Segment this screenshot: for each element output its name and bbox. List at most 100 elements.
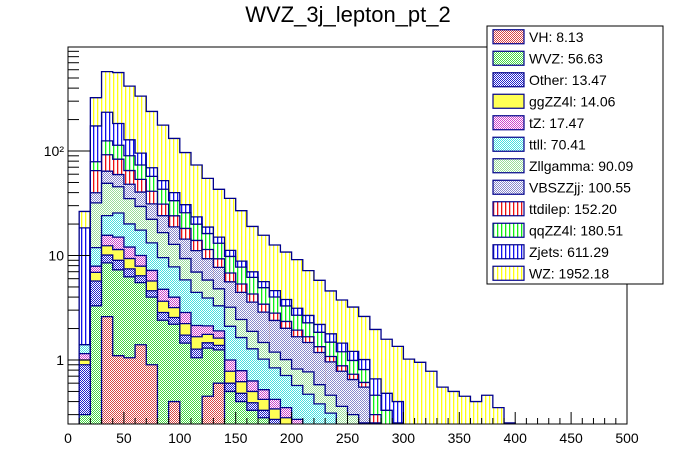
bar-wz <box>436 387 449 424</box>
outline-wvz <box>78 262 270 424</box>
legend-swatch <box>492 179 525 195</box>
legend-label: Zllgamma: 90.09 <box>529 158 633 174</box>
x-tick-label: 400 <box>504 430 528 446</box>
y-axis: 1 10 10² <box>44 50 90 416</box>
legend-label: tZ: 17.47 <box>529 115 584 131</box>
bar-wz <box>481 395 493 424</box>
x-tick-label: 0 <box>64 430 72 446</box>
y-tick-label: 10 <box>48 248 64 264</box>
bar-vh <box>101 316 113 424</box>
x-tick-label: 450 <box>559 430 583 446</box>
bar-wvz <box>258 417 270 424</box>
legend-entry: VBSZZjj: 100.55 <box>492 179 631 195</box>
bar-vh <box>168 401 180 424</box>
legend-swatch <box>492 115 525 131</box>
series-vh <box>100 315 226 424</box>
legend: VH: 8.13 WVZ: 56.63 Other: 13.47 ggZZ4l: 14… <box>486 25 664 285</box>
bar-wz <box>425 371 437 424</box>
legend-swatch <box>492 29 525 45</box>
outline-zllgamma <box>78 182 371 424</box>
legend-label: Other: 13.47 <box>529 72 607 88</box>
legend-entry: WZ: 1952.18 <box>492 265 609 281</box>
bar-wvz <box>246 410 259 424</box>
outline-vbszzjj <box>78 170 382 424</box>
bar-ggzz4l <box>280 417 292 424</box>
bar-zllgamma <box>347 414 359 424</box>
x-tick-label: 350 <box>448 430 472 446</box>
legend-swatch <box>492 50 525 66</box>
bar-zllgamma <box>325 395 337 424</box>
y-tick-label: 10² <box>44 143 65 159</box>
bar-wvz <box>79 414 91 424</box>
bar-ttll <box>325 413 337 424</box>
legend-label: ggZZ4l: 14.06 <box>529 93 616 109</box>
x-tick-label: 150 <box>224 430 248 446</box>
bar-vh <box>112 355 124 424</box>
legend-swatch <box>492 222 525 238</box>
legend-entry: WVZ: 56.63 <box>492 50 603 66</box>
legend-swatch <box>492 244 525 260</box>
legend-label: ttdilep: 152.20 <box>529 201 617 217</box>
bar-wz <box>470 401 482 424</box>
bar-wvz <box>202 348 214 424</box>
bar-wz <box>369 329 382 424</box>
x-tick-label: 300 <box>392 430 416 446</box>
bar-ttll <box>313 403 326 424</box>
bar-other <box>269 419 281 424</box>
bar-ttll <box>280 375 292 424</box>
bar-zjets <box>381 393 393 424</box>
bar-vbszzjj <box>336 371 348 424</box>
bar-wz <box>459 396 471 424</box>
legend-box <box>486 25 664 285</box>
legend-swatch <box>492 201 525 217</box>
y-tick-label: 1 <box>56 352 64 368</box>
legend-swatch <box>492 265 525 281</box>
bar-wvz <box>112 269 124 424</box>
bar-vh <box>135 344 147 424</box>
bar-wvz <box>190 357 203 424</box>
bar-wz <box>414 362 426 424</box>
x-tick-label: 200 <box>280 430 304 446</box>
bar-wz <box>392 346 404 424</box>
bar-vh <box>213 383 225 424</box>
legend-swatch <box>492 72 525 88</box>
legend-label: VBSZZjj: 100.55 <box>529 179 631 195</box>
bar-ttll <box>269 367 281 424</box>
outline-qqzz4l <box>78 140 405 424</box>
bar-qqzz4l <box>381 410 393 424</box>
legend-label: WVZ: 56.63 <box>529 50 603 66</box>
bar-wvz <box>168 324 180 424</box>
bar-vbszzjj <box>358 387 370 424</box>
bar-qqzz4l <box>369 395 382 424</box>
bar-zjets <box>392 401 404 424</box>
legend-entry: Zjets: 611.29 <box>492 244 609 260</box>
legend-entry: ggZZ4l: 14.06 <box>492 93 616 109</box>
bar-other <box>79 364 91 424</box>
bar-wvz <box>157 320 169 424</box>
bar-tz <box>291 419 303 424</box>
bar-ggzz4l <box>269 408 281 424</box>
legend-label: ttll: 70.41 <box>529 136 586 152</box>
bar-vbszzjj <box>347 379 359 424</box>
outline-ggzz4l <box>78 245 293 424</box>
outline-tz <box>78 234 304 424</box>
legend-swatch <box>492 93 525 109</box>
x-tick-label: 50 <box>116 430 132 446</box>
legend-label: qqZZ4l: 180.51 <box>529 222 623 238</box>
bar-vh <box>146 364 158 424</box>
outline-ttll <box>78 212 337 424</box>
legend-entry: Zllgamma: 90.09 <box>492 158 633 174</box>
bar-vh <box>202 396 214 424</box>
bar-vh <box>123 357 136 424</box>
bar-wvz <box>235 401 247 424</box>
legend-label: VH: 8.13 <box>529 29 584 45</box>
x-tick-label: 250 <box>336 430 360 446</box>
outline-zjets <box>78 111 405 424</box>
bar-ttdilep <box>369 414 382 424</box>
legend-entry: qqZZ4l: 180.51 <box>492 222 623 238</box>
legend-swatch <box>492 158 525 174</box>
bar-wvz <box>123 276 136 424</box>
x-axis: 0 50 100 150 200 250 300 350 400 450 500 <box>64 412 639 446</box>
bar-ttll <box>291 385 303 424</box>
